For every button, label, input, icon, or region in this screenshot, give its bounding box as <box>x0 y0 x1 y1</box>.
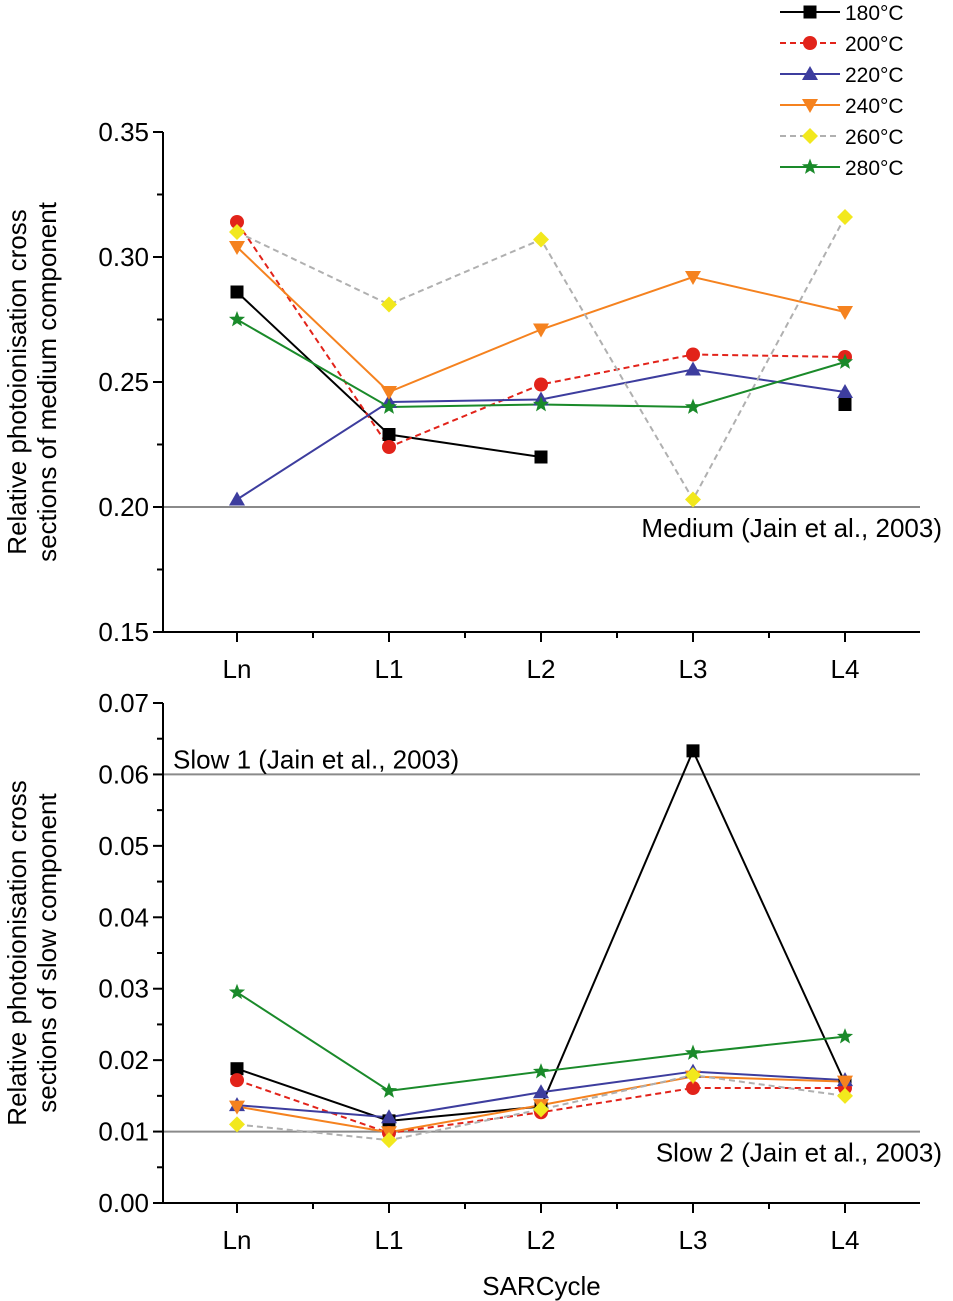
data-point-180-c-ln <box>230 285 244 299</box>
data-point-280-c-l1 <box>380 1082 398 1098</box>
y-tick-label: 0.05 <box>98 831 149 861</box>
data-point-260-c-ln <box>229 1116 245 1133</box>
y-tick-label: 0.03 <box>98 974 149 1004</box>
reference-label-slow-2-jain-et-al-2003: Slow 2 (Jain et al., 2003) <box>656 1138 942 1168</box>
slow-component-panel: Slow 1 (Jain et al., 2003) Slow 2 (Jain e… <box>2 688 942 1301</box>
data-point-200-c-l3 <box>686 347 700 362</box>
legend-label-200-c: 200°C <box>845 33 904 56</box>
y-axis-title: Relative photoionisation crosssections o… <box>2 201 62 562</box>
legend-marker-240-c <box>802 99 818 113</box>
legend-marker-260-c <box>802 128 818 144</box>
y-axis-title-line: sections of slow component <box>32 793 62 1113</box>
x-tick-label-l2: L2 <box>527 654 556 684</box>
data-point-240-c-ln <box>229 241 245 255</box>
legend-marker-200-c <box>803 36 817 50</box>
data-point-280-c-l3 <box>684 398 702 414</box>
y-tick-label: 0.30 <box>98 242 149 272</box>
series-line-240-c <box>236 246 846 394</box>
y-axis-title-line: sections of medium component <box>32 201 62 562</box>
legend: 180°C 200°C 220°C 240°C 260°C 280°C <box>780 2 904 180</box>
data-point-220-c-l2 <box>533 1084 549 1099</box>
data-point-260-c-l4 <box>837 1087 853 1104</box>
data-point-220-c-l4 <box>837 384 853 398</box>
data-point-180-c-l3 <box>686 744 700 758</box>
y-axis-title: Relative photoionisation crosssections o… <box>2 780 62 1125</box>
data-point-220-c-l1 <box>381 1109 397 1124</box>
data-point-260-c-l2 <box>533 231 549 248</box>
data-point-240-c-ln <box>229 1100 245 1115</box>
data-point-260-c-l1 <box>381 296 397 313</box>
data-point-280-c-l4 <box>836 353 854 369</box>
data-point-280-c-l2 <box>532 396 550 412</box>
data-point-180-c-ln <box>230 1062 244 1076</box>
data-point-260-c-l4 <box>837 209 853 225</box>
data-point-240-c-l3 <box>685 271 701 285</box>
legend-label-260-c: 260°C <box>845 126 904 149</box>
y-tick-label: 0.02 <box>98 1045 149 1075</box>
data-point-200-c-ln <box>230 215 244 229</box>
data-point-200-c-l3 <box>686 1081 700 1095</box>
data-point-240-c-l1 <box>381 386 397 400</box>
y-tick-label: 0.06 <box>98 759 149 789</box>
x-tick-label-l4: L4 <box>831 1225 860 1255</box>
y-tick-label: 0.35 <box>98 117 149 147</box>
y-axis-title-line: Relative photoionisation cross <box>2 780 32 1125</box>
data-point-240-c-l4 <box>837 306 853 320</box>
data-point-260-c-ln <box>229 224 245 240</box>
data-point-180-c-l2 <box>534 450 548 464</box>
reference-label-medium-jain-et-al-2003: Medium (Jain et al., 2003) <box>641 513 942 543</box>
medium-component-panel: Medium (Jain et al., 2003) 0.15 0.20 0.25 0.… <box>2 117 942 684</box>
data-point-280-c-l2 <box>532 1063 550 1079</box>
data-point-280-c-l4 <box>836 1028 854 1044</box>
data-point-220-c-ln <box>229 491 245 506</box>
y-tick-label: 0.07 <box>98 688 149 718</box>
data-point-260-c-l3 <box>685 491 701 508</box>
series-line-260-c <box>236 1074 846 1142</box>
y-tick-label: 0.15 <box>98 617 149 647</box>
data-point-200-c-ln <box>230 1073 244 1088</box>
data-point-200-c-l2 <box>534 377 548 392</box>
x-tick-label-l3: L3 <box>679 1225 708 1255</box>
data-point-260-c-l3 <box>685 1067 701 1084</box>
legend-label-240-c: 240°C <box>845 95 904 118</box>
data-point-260-c-l1 <box>381 1132 397 1149</box>
x-tick-label-l1: L1 <box>375 1225 404 1255</box>
data-point-240-c-l4 <box>837 1075 853 1090</box>
y-tick-label: 0.00 <box>98 1188 149 1218</box>
legend-marker-220-c <box>802 66 818 80</box>
data-point-280-c-ln <box>228 311 246 327</box>
legend-marker-280-c <box>801 158 819 174</box>
legend-marker-180-c <box>803 5 817 19</box>
series-line-280-c <box>236 991 846 1092</box>
legend-label-280-c: 280°C <box>845 157 904 180</box>
x-tick-label-l2: L2 <box>527 1225 556 1255</box>
data-point-220-c-l3 <box>685 361 701 376</box>
data-point-240-c-l2 <box>533 323 549 338</box>
data-point-200-c-l1 <box>382 440 396 454</box>
data-point-280-c-l3 <box>684 1044 702 1060</box>
x-tick-label-ln: Ln <box>223 654 252 684</box>
y-tick-label: 0.01 <box>98 1117 149 1147</box>
legend-label-180-c: 180°C <box>845 2 904 25</box>
x-tick-label-l1: L1 <box>375 654 404 684</box>
data-point-260-c-l2 <box>533 1101 549 1118</box>
reference-label-slow-1-jain-et-al-2003: Slow 1 (Jain et al., 2003) <box>173 744 459 774</box>
data-point-180-c-l4 <box>838 398 852 411</box>
legend-label-220-c: 220°C <box>845 64 904 87</box>
y-tick-label: 0.25 <box>98 367 149 397</box>
x-tick-label-l3: L3 <box>679 654 708 684</box>
y-tick-label: 0.20 <box>98 492 149 522</box>
x-tick-label-l4: L4 <box>831 654 860 684</box>
data-point-280-c-ln <box>228 983 246 1000</box>
y-tick-label: 0.04 <box>98 902 149 932</box>
data-point-280-c-l1 <box>380 398 398 414</box>
y-axis-title-line: Relative photoionisation cross <box>2 209 32 554</box>
x-axis-title: SARCycle <box>482 1271 600 1301</box>
x-tick-label-ln: Ln <box>223 1225 252 1255</box>
data-point-180-c-l1 <box>382 428 396 441</box>
